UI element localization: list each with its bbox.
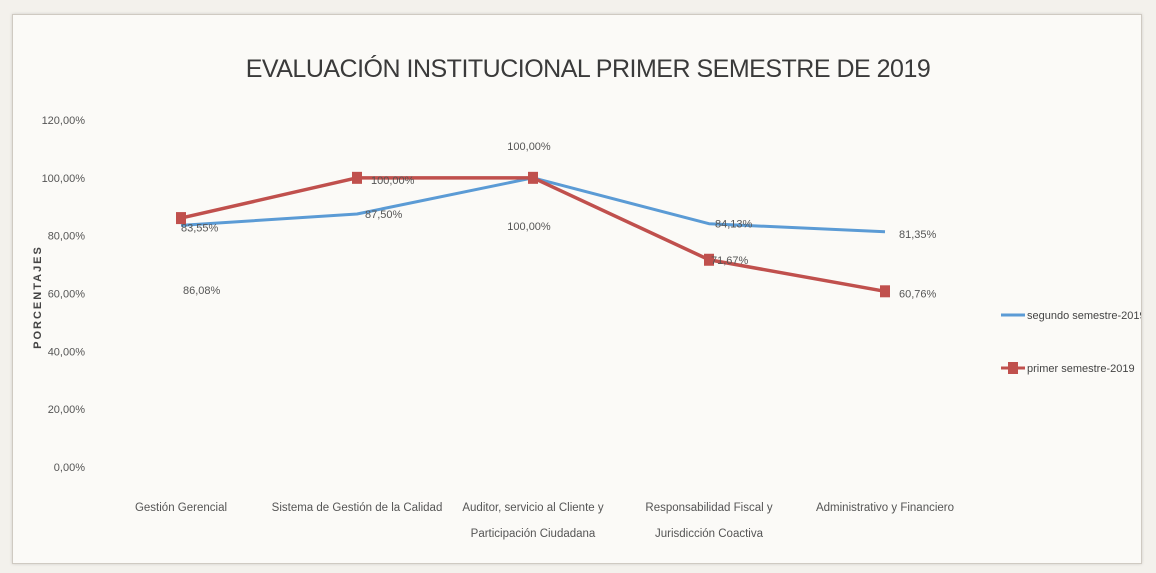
data-label: 60,76%: [899, 288, 937, 300]
line-chart: EVALUACIÓN INSTITUCIONAL PRIMER SEMESTRE…: [32, 54, 1141, 540]
y-tick-label: 60,00%: [48, 289, 86, 301]
series-marker: [528, 171, 538, 184]
y-tick-label: 0,00%: [54, 462, 85, 474]
legend-marker: [1008, 362, 1018, 374]
legend: segundo semestre-2019 primer semestre-201…: [1001, 310, 1141, 375]
data-label: 86,08%: [183, 285, 221, 297]
data-label: 83,55%: [181, 222, 219, 234]
series-marker: [352, 171, 362, 184]
y-tick-label: 100,00%: [42, 173, 86, 185]
x-category-label: Sistema de Gestión de la Calidad: [272, 502, 443, 514]
x-category-label: Gestión Gerencial: [135, 502, 227, 514]
series-marker: [176, 212, 186, 225]
series-marker: [880, 285, 890, 298]
data-label: 71,67%: [711, 255, 749, 267]
series-layer: [176, 171, 890, 298]
y-tick-label: 40,00%: [48, 346, 86, 358]
x-axis-ticks: Gestión Gerencial Sistema de Gestión de l…: [135, 502, 954, 540]
data-label: 100,00%: [507, 221, 551, 233]
data-label: 87,50%: [365, 209, 403, 221]
x-category-label: Auditor, servicio al Cliente y Participac…: [462, 502, 604, 540]
data-label: 81,35%: [899, 229, 937, 241]
x-category-label: Administrativo y Financiero: [816, 502, 954, 514]
legend-label: primer semestre-2019: [1027, 363, 1135, 375]
data-label: 84,13%: [715, 219, 753, 231]
data-label: 100,00%: [371, 175, 415, 187]
chart-frame: EVALUACIÓN INSTITUCIONAL PRIMER SEMESTRE…: [12, 14, 1142, 564]
series-line-2: [180, 176, 886, 294]
y-axis-ticks: 0,00% 20,00% 40,00% 60,00% 80,00% 100,00% 120,…: [42, 115, 86, 474]
x-category-label: Responsabilidad Fiscal y Jurisdicción Coa…: [645, 502, 772, 540]
chart-title: EVALUACIÓN INSTITUCIONAL PRIMER SEMESTRE…: [246, 54, 931, 83]
data-label: 100,00%: [507, 141, 551, 153]
data-labels: 83,55% 87,50% 100,00% 84,13% 81,35% 86,08% 100…: [181, 141, 937, 300]
legend-label: segundo semestre-2019: [1027, 310, 1141, 322]
y-tick-label: 120,00%: [42, 115, 86, 127]
series-marker: [704, 253, 714, 266]
y-tick-label: 20,00%: [48, 404, 86, 416]
y-axis-title: PORCENTAJES: [32, 245, 44, 349]
y-tick-label: 80,00%: [48, 231, 86, 243]
